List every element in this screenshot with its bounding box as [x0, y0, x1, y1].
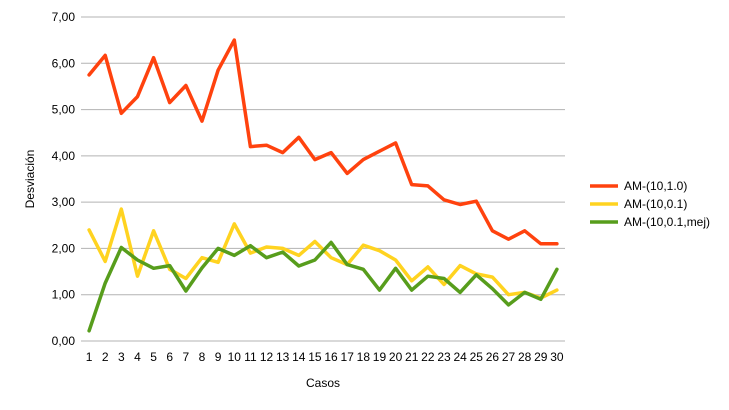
x-tick-label: 17 — [341, 350, 355, 364]
y-axis-label: Desviación — [23, 150, 37, 209]
x-tick-label: 10 — [228, 350, 242, 364]
series-lines — [87, 38, 559, 333]
y-tick-label: 6,00 — [52, 56, 76, 70]
legend: AM-(10,1.0) AM-(10,0.1) AM-(10,0.1,mej) — [590, 179, 710, 229]
x-tick-label: 30 — [550, 350, 564, 364]
x-tick-label: 2 — [102, 350, 109, 364]
x-axis-ticks: 1 2 3 4 5 6 7 8 9 10 11 12 13 14 15 16 17 18 19 20 21 22 23 24 2… — [86, 350, 564, 364]
x-tick-label: 21 — [405, 350, 419, 364]
x-tick-label: 9 — [215, 350, 222, 364]
x-tick-label: 3 — [118, 350, 125, 364]
x-tick-label: 25 — [470, 350, 484, 364]
x-tick-label: 20 — [389, 350, 403, 364]
x-tick-label: 29 — [534, 350, 548, 364]
x-tick-label: 16 — [324, 350, 338, 364]
x-axis-label: Casos — [306, 376, 340, 390]
y-tick-label: 0,00 — [52, 334, 76, 348]
y-tick-label: 7,00 — [52, 10, 76, 24]
series-line — [87, 240, 559, 333]
legend-label: AM-(10,0.1,mej) — [624, 215, 710, 229]
x-tick-label: 23 — [437, 350, 451, 364]
y-tick-label: 3,00 — [52, 195, 76, 209]
x-tick-label: 14 — [292, 350, 306, 364]
x-tick-label: 1 — [86, 350, 93, 364]
x-tick-label: 28 — [518, 350, 532, 364]
x-tick-label: 13 — [276, 350, 290, 364]
x-tick-label: 12 — [260, 350, 274, 364]
x-tick-label: 24 — [453, 350, 467, 364]
y-tick-label: 1,00 — [52, 288, 76, 302]
x-tick-label: 27 — [502, 350, 516, 364]
x-tick-label: 5 — [150, 350, 157, 364]
y-tick-label: 4,00 — [52, 149, 76, 163]
x-tick-label: 4 — [134, 350, 141, 364]
y-axis-ticks: 0,00 1,00 2,00 3,00 4,00 5,00 6,00 7,00 — [52, 10, 76, 348]
x-tick-label: 19 — [373, 350, 387, 364]
x-tick-label: 8 — [199, 350, 206, 364]
y-tick-label: 5,00 — [52, 103, 76, 117]
series-line — [87, 38, 559, 246]
x-tick-label: 15 — [308, 350, 322, 364]
x-tick-label: 26 — [486, 350, 500, 364]
x-tick-label: 6 — [166, 350, 173, 364]
y-tick-label: 2,00 — [52, 241, 76, 255]
legend-label: AM-(10,1.0) — [624, 179, 687, 193]
x-tick-label: 11 — [244, 350, 257, 364]
x-tick-label: 18 — [357, 350, 371, 364]
x-tick-label: 7 — [183, 350, 190, 364]
legend-label: AM-(10,0.1) — [624, 197, 687, 211]
x-tick-label: 22 — [421, 350, 435, 364]
